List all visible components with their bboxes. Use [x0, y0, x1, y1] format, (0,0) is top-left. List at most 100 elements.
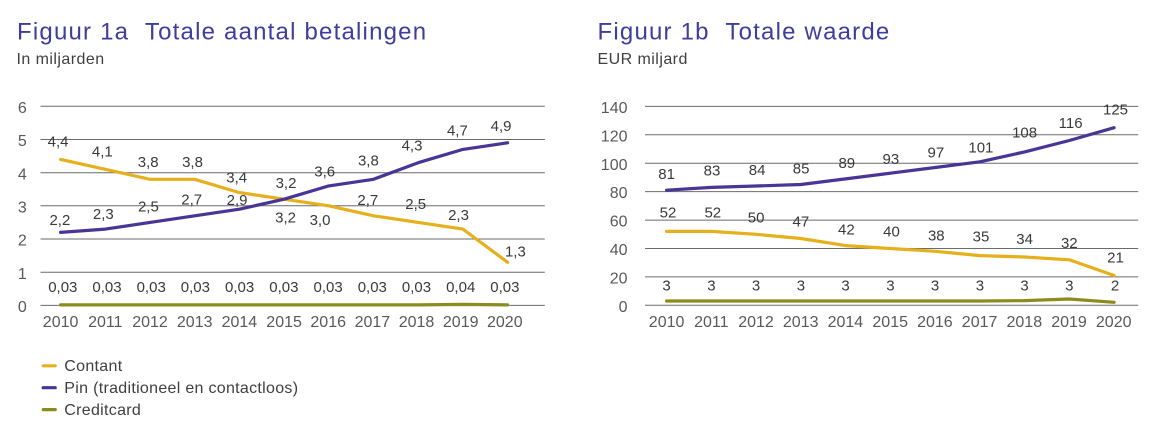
svg-text:3,8: 3,8 — [358, 152, 379, 169]
svg-text:Figuur 1b Totale waarde: Figuur 1b Totale waarde — [598, 19, 891, 46]
svg-text:3,6: 3,6 — [314, 164, 335, 181]
svg-text:85: 85 — [793, 160, 810, 177]
svg-text:0: 0 — [619, 299, 628, 316]
svg-text:3: 3 — [841, 277, 849, 294]
svg-text:3,2: 3,2 — [276, 175, 297, 192]
svg-text:0,03: 0,03 — [92, 279, 121, 296]
svg-text:35: 35 — [973, 228, 990, 245]
svg-text:81: 81 — [658, 166, 675, 183]
svg-text:2: 2 — [1111, 277, 1119, 294]
svg-text:40: 40 — [610, 242, 628, 259]
svg-text:2020: 2020 — [1096, 314, 1132, 331]
svg-text:89: 89 — [838, 155, 855, 172]
svg-text:116: 116 — [1059, 115, 1083, 132]
svg-text:2017: 2017 — [355, 314, 391, 331]
svg-text:2013: 2013 — [177, 314, 213, 331]
svg-text:2014: 2014 — [222, 314, 258, 331]
svg-text:3,0: 3,0 — [310, 212, 331, 229]
svg-text:2010: 2010 — [43, 314, 79, 331]
svg-text:97: 97 — [928, 144, 945, 161]
svg-text:0,03: 0,03 — [137, 279, 166, 296]
svg-text:4,9: 4,9 — [491, 118, 512, 135]
svg-text:125: 125 — [1103, 102, 1128, 119]
svg-text:4,3: 4,3 — [402, 138, 423, 155]
svg-text:0,03: 0,03 — [48, 279, 77, 296]
svg-text:4,1: 4,1 — [92, 144, 113, 161]
svg-text:2,7: 2,7 — [181, 192, 202, 209]
svg-text:2,3: 2,3 — [93, 206, 114, 223]
svg-text:52: 52 — [704, 204, 721, 221]
svg-text:2018: 2018 — [399, 314, 435, 331]
svg-text:2011: 2011 — [694, 314, 729, 331]
svg-text:Pin (traditioneel en contactlo: Pin (traditioneel en contactloos) — [64, 380, 298, 397]
svg-text:2015: 2015 — [266, 314, 302, 331]
svg-text:83: 83 — [704, 163, 721, 180]
svg-text:4: 4 — [18, 166, 27, 183]
svg-text:2013: 2013 — [783, 314, 819, 331]
svg-text:80: 80 — [610, 185, 628, 202]
svg-text:3,2: 3,2 — [275, 210, 296, 227]
svg-text:2: 2 — [18, 233, 27, 250]
svg-text:40: 40 — [883, 224, 900, 241]
svg-text:3: 3 — [752, 277, 760, 294]
svg-text:0: 0 — [18, 299, 27, 316]
svg-text:21: 21 — [1107, 250, 1124, 267]
svg-text:42: 42 — [838, 222, 855, 239]
svg-text:2,5: 2,5 — [138, 199, 159, 216]
svg-text:60: 60 — [610, 214, 628, 231]
svg-text:2,9: 2,9 — [227, 192, 248, 209]
svg-text:0,03: 0,03 — [181, 279, 210, 296]
svg-text:140: 140 — [601, 100, 628, 117]
svg-text:93: 93 — [883, 151, 900, 168]
svg-text:0,03: 0,03 — [358, 279, 387, 296]
svg-text:Creditcard: Creditcard — [64, 402, 141, 419]
svg-text:2016: 2016 — [310, 314, 346, 331]
svg-text:2,3: 2,3 — [448, 207, 469, 224]
svg-text:3: 3 — [886, 277, 894, 294]
svg-text:3: 3 — [931, 277, 939, 294]
svg-text:0,03: 0,03 — [490, 279, 519, 296]
svg-text:4,7: 4,7 — [447, 123, 468, 140]
svg-text:2,5: 2,5 — [405, 196, 426, 213]
svg-text:Figuur 1a Totale aantal betal: Figuur 1a Totale aantal betalingen — [17, 19, 427, 46]
svg-text:2016: 2016 — [917, 314, 953, 331]
svg-text:2011: 2011 — [88, 314, 123, 331]
svg-text:EUR miljard: EUR miljard — [598, 51, 688, 68]
svg-text:4,4: 4,4 — [48, 134, 69, 151]
svg-text:0,04: 0,04 — [446, 279, 475, 296]
svg-text:3: 3 — [707, 277, 715, 294]
svg-text:2,7: 2,7 — [357, 192, 378, 209]
svg-text:1: 1 — [18, 266, 27, 283]
svg-text:101: 101 — [968, 139, 993, 156]
svg-text:2014: 2014 — [828, 314, 864, 331]
svg-text:3,8: 3,8 — [138, 154, 159, 171]
svg-text:2,2: 2,2 — [49, 212, 70, 229]
svg-text:0,03: 0,03 — [269, 279, 298, 296]
svg-text:0,03: 0,03 — [313, 279, 342, 296]
svg-text:2012: 2012 — [132, 314, 168, 331]
svg-text:2020: 2020 — [487, 314, 523, 331]
svg-text:3: 3 — [1020, 277, 1028, 294]
svg-text:0,03: 0,03 — [225, 279, 254, 296]
svg-text:3: 3 — [662, 277, 670, 294]
svg-text:38: 38 — [928, 228, 945, 245]
svg-text:Contant: Contant — [64, 358, 122, 375]
svg-text:47: 47 — [793, 214, 810, 231]
svg-text:3: 3 — [976, 277, 984, 294]
svg-text:3: 3 — [1065, 277, 1073, 294]
svg-text:In miljarden: In miljarden — [17, 51, 105, 68]
svg-text:3: 3 — [18, 199, 27, 216]
svg-text:0,03: 0,03 — [402, 279, 431, 296]
svg-text:1,3: 1,3 — [505, 243, 526, 260]
svg-text:32: 32 — [1061, 235, 1078, 252]
svg-text:2015: 2015 — [872, 314, 908, 331]
svg-text:2019: 2019 — [1051, 314, 1087, 331]
svg-text:2012: 2012 — [738, 314, 774, 331]
svg-text:3,8: 3,8 — [182, 154, 203, 171]
svg-text:2019: 2019 — [443, 314, 479, 331]
svg-text:2010: 2010 — [649, 314, 685, 331]
svg-text:3: 3 — [797, 277, 805, 294]
svg-text:3,4: 3,4 — [226, 170, 247, 187]
svg-text:6: 6 — [18, 100, 27, 117]
svg-text:2017: 2017 — [962, 314, 998, 331]
